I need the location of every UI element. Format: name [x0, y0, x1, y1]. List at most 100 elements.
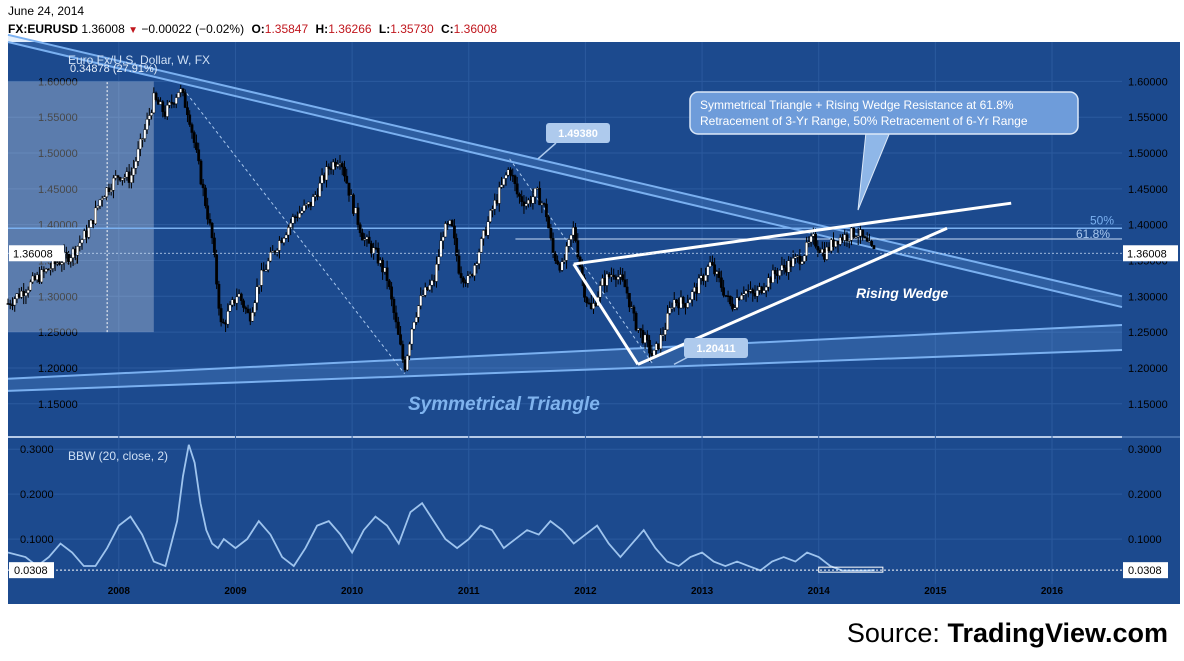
- bar-down: [403, 359, 407, 371]
- bar-up: [419, 295, 423, 307]
- bar-down: [156, 99, 160, 105]
- bar-up: [693, 287, 696, 292]
- bar-down: [401, 344, 405, 360]
- bar-down: [556, 260, 559, 265]
- bar-down: [632, 306, 636, 314]
- price-tick-left: 1.45000: [38, 184, 78, 196]
- price-tick-left: 1.55000: [38, 112, 78, 124]
- bar-up: [331, 161, 335, 170]
- bar-up: [408, 343, 411, 357]
- bar-down: [392, 298, 396, 313]
- bar-up: [410, 328, 414, 345]
- bar-down: [612, 274, 616, 277]
- fib-618-label: 61.8%: [1076, 227, 1110, 241]
- bbw-pane-title: BBW (20, close, 2): [68, 449, 168, 463]
- bar-up: [733, 307, 737, 310]
- bar-down: [127, 171, 131, 183]
- bar-up: [663, 329, 667, 335]
- low-price-tag-pointer: [673, 355, 691, 366]
- bar-down: [464, 281, 468, 284]
- bar-down: [204, 187, 207, 206]
- bar-up: [661, 334, 665, 336]
- bar-up: [159, 101, 162, 105]
- bbw-tick-right: 0.1000: [1128, 534, 1162, 546]
- bar-down: [547, 216, 551, 229]
- bar-up: [338, 163, 342, 165]
- bar-down: [374, 247, 378, 249]
- bar-down: [657, 343, 660, 350]
- measure-range-box: [8, 81, 154, 333]
- bar-up: [372, 247, 376, 254]
- bar-up: [466, 275, 470, 284]
- bar-down: [457, 255, 461, 274]
- bar-down: [370, 243, 373, 254]
- bar-up: [482, 230, 485, 239]
- bar-up: [421, 294, 425, 297]
- wedge-upper-line: [573, 201, 1012, 266]
- bar-down: [574, 227, 577, 241]
- bar-down: [244, 307, 248, 310]
- bar-down: [38, 274, 41, 283]
- symmetrical-triangle-label: Symmetrical Triangle: [408, 394, 600, 415]
- bar-up: [320, 174, 324, 184]
- bar-down: [199, 160, 203, 185]
- bar-down: [872, 245, 876, 249]
- bar-up: [87, 227, 91, 238]
- price-pane-title: Euro Fx/U.S. Dollar, W, FX: [68, 53, 210, 67]
- bar-up: [94, 207, 97, 224]
- bbw-last-label-right: 0.0308: [1128, 565, 1162, 577]
- bar-down: [322, 174, 326, 181]
- bar-down: [520, 196, 524, 202]
- bar-up: [688, 299, 692, 304]
- bar-down: [17, 293, 21, 298]
- bar-down: [42, 269, 46, 272]
- bar-up: [479, 238, 483, 253]
- grid-lines: [8, 42, 1122, 584]
- close-value: 1.36008: [453, 22, 498, 36]
- bar-down: [773, 270, 777, 275]
- bar-down: [827, 246, 831, 252]
- bar-down: [33, 275, 37, 280]
- last-price-tag-left: [9, 245, 64, 262]
- bar-up: [136, 148, 140, 162]
- bar-down: [717, 271, 721, 278]
- bar-down: [641, 330, 645, 343]
- bar-up: [121, 177, 124, 181]
- bbw-last-tag-right: [1123, 562, 1168, 579]
- time-tick-label: 2010: [341, 586, 364, 597]
- bar-up: [809, 236, 813, 243]
- bar-down: [769, 277, 773, 283]
- bar-down: [356, 207, 360, 225]
- bar-down: [224, 322, 227, 325]
- bar-up: [764, 286, 768, 291]
- bar-up: [49, 268, 53, 271]
- bar-up: [24, 292, 28, 296]
- bbw-last-tag-left: [9, 562, 54, 579]
- bar-up: [253, 302, 257, 313]
- retrace-dashed-line: [182, 88, 406, 374]
- bar-up: [562, 260, 566, 262]
- price-tick-left: 1.25000: [38, 327, 78, 339]
- price-tick-right: 1.15000: [1128, 399, 1168, 411]
- bar-down: [870, 240, 874, 246]
- bar-down: [522, 201, 526, 207]
- bar-up: [834, 240, 838, 247]
- bar-down: [163, 111, 167, 117]
- bar-up: [441, 236, 445, 241]
- bar-down: [327, 166, 331, 169]
- bar-up: [417, 305, 420, 318]
- bar-down: [181, 88, 185, 94]
- bar-up: [255, 286, 259, 303]
- bar-up: [325, 166, 328, 181]
- high-label: H:: [315, 22, 329, 36]
- bar-down: [865, 237, 869, 242]
- bar-up: [291, 216, 295, 224]
- bar-down: [219, 308, 223, 323]
- bar-down: [210, 223, 214, 239]
- bar-down: [273, 250, 277, 253]
- bar-up: [652, 350, 656, 356]
- bar-up: [423, 286, 427, 296]
- bar-down: [396, 321, 400, 335]
- bar-down: [583, 277, 586, 298]
